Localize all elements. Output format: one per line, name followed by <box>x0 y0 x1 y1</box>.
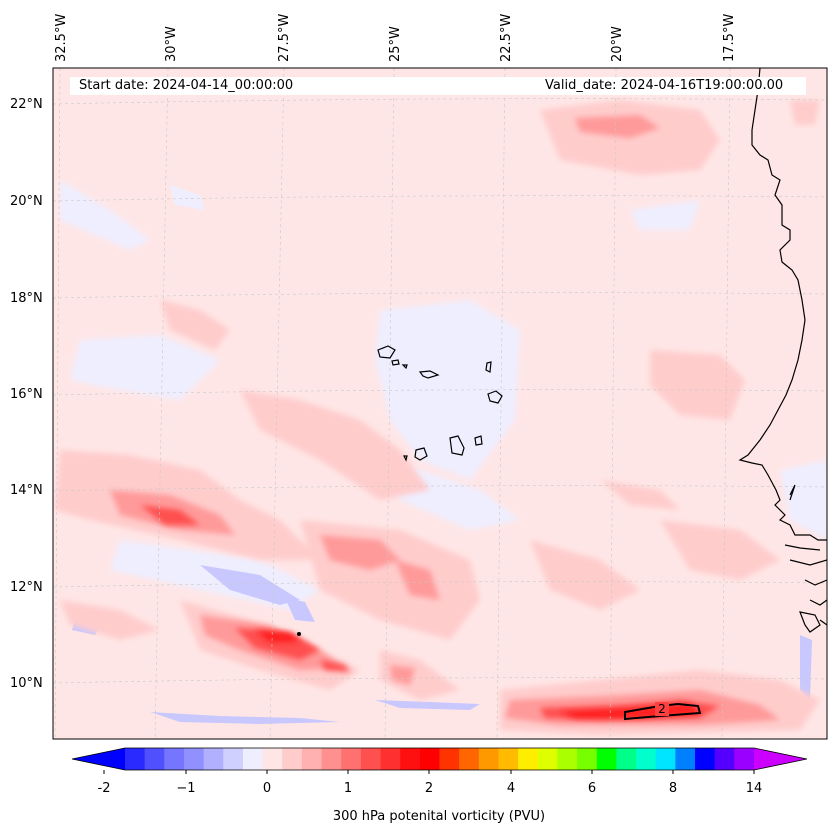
low-pv-field <box>60 180 827 610</box>
lon-label-27-5w: 27.5°W <box>277 13 292 62</box>
colorbar-tick: 2 <box>424 781 434 796</box>
colorbar-title: 300 hPa potenital vorticity (PVU) <box>332 809 546 824</box>
graticule <box>53 68 827 739</box>
colorbar-swatch <box>734 748 755 770</box>
colorbar-swatch <box>596 748 617 770</box>
colorbar-swatch <box>557 748 578 770</box>
colorbar-swatch <box>675 748 696 770</box>
colorbar-tick: 1 <box>343 781 353 796</box>
colorbar-swatch <box>341 748 362 770</box>
colorbar-tick: 8 <box>668 781 678 796</box>
colorbar-swatch <box>183 748 205 770</box>
colorbar-swatch <box>400 748 421 770</box>
valid-date-label: Valid_date: 2024-04-16T19:00:00.00 <box>545 78 784 93</box>
colorbar-swatch <box>636 748 657 770</box>
africa-coastline <box>738 68 827 633</box>
colorbar-swatch <box>321 748 342 770</box>
colorbar-swatch <box>577 748 598 770</box>
colorbar-swatch <box>439 748 460 770</box>
colorbar-swatch <box>714 748 735 770</box>
colorbar-swatch <box>164 748 185 770</box>
map-frame <box>52 67 828 740</box>
colorbar-swatch <box>242 748 264 770</box>
colorbar-extend-max <box>754 748 807 770</box>
colorbar-tick: 14 <box>745 781 763 796</box>
pv-marker <box>297 632 301 636</box>
contour-label: 2 <box>658 702 666 716</box>
start-date-label: Start date: 2024-04-14_00:00:00 <box>79 78 294 93</box>
colorbar-swatch <box>419 748 440 770</box>
colorbar-swatch <box>459 748 480 770</box>
colorbar-swatch <box>144 748 165 770</box>
colorbar-outline <box>71 747 808 771</box>
colorbar-swatch <box>518 748 539 770</box>
colorbar-swatch <box>223 748 244 770</box>
colorbar-tick: 4 <box>506 781 516 796</box>
map-area: 2 <box>53 68 827 739</box>
colorbar-swatch <box>478 748 499 770</box>
lat-label-10n: 10°N <box>10 676 43 691</box>
lon-label-30w: 30°W <box>164 26 179 62</box>
lat-label-14n: 14°N <box>10 483 43 498</box>
colorbar-swatch <box>616 748 637 770</box>
colorbar-swatch <box>360 748 382 770</box>
colorbar-swatch <box>655 748 676 770</box>
colorbar-extend-min <box>72 748 125 770</box>
colorbar-swatch <box>380 748 401 770</box>
colorbar-swatch <box>695 748 716 770</box>
lon-label-22-5w: 22.5°W <box>499 13 514 62</box>
lon-label-32-5w: 32.5°W <box>54 13 69 62</box>
lat-label-18n: 18°N <box>10 291 43 306</box>
colorbar-swatch <box>262 748 283 770</box>
lat-label-20n: 20°N <box>10 194 43 209</box>
colorbar-tick: −1 <box>176 781 196 796</box>
colorbar-swatch <box>203 748 224 770</box>
colorbar-swatch <box>282 748 303 770</box>
colorbar <box>71 747 808 774</box>
lat-label-16n: 16°N <box>10 387 43 402</box>
lon-label-25w: 25°W <box>388 26 403 62</box>
colorbar-swatch <box>125 748 146 770</box>
colorbar-swatch <box>301 748 323 770</box>
lon-label-17-5w: 17.5°W <box>722 13 737 62</box>
lat-label-12n: 12°N <box>10 580 43 595</box>
cape-verde-islands <box>377 345 503 462</box>
colorbar-swatch <box>498 748 519 770</box>
colorbar-tick: 6 <box>587 781 597 796</box>
colorbar-tick: 0 <box>262 781 272 796</box>
colorbar-tick: -2 <box>97 781 111 796</box>
lat-label-22n: 22°N <box>10 97 43 112</box>
lon-label-20w: 20°W <box>610 26 625 62</box>
colorbar-swatch <box>537 748 558 770</box>
contour-label-bg <box>655 702 669 716</box>
